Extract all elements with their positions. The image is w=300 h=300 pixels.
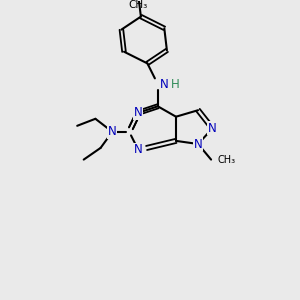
Text: N: N — [208, 122, 217, 135]
Text: N: N — [160, 78, 169, 91]
Text: CH₃: CH₃ — [218, 154, 236, 165]
Text: N: N — [194, 137, 203, 151]
Text: N: N — [108, 125, 117, 138]
Text: CH₃: CH₃ — [129, 0, 148, 10]
Text: H: H — [171, 78, 180, 91]
Text: N: N — [134, 143, 143, 157]
Text: N: N — [134, 106, 143, 119]
